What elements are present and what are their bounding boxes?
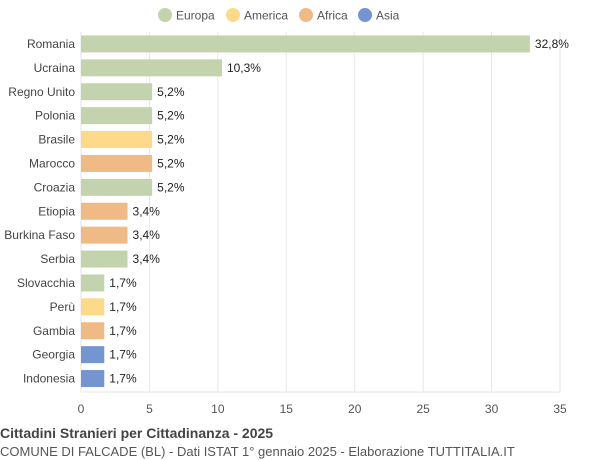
value-label-georgia: 1,7% [109,348,137,362]
bar-georgia [81,346,105,364]
value-label-burkina-faso: 3,4% [133,228,161,242]
x-tick-label-35: 35 [553,402,567,416]
category-label-etiopia: Etiopia [38,204,75,218]
value-label-croazia: 5,2% [157,180,185,194]
category-label-regno-unito: Regno Unito [8,85,75,99]
bar-peru [81,298,105,316]
legend-marker-asia [358,8,372,22]
bars [81,35,530,388]
value-label-brasile: 5,2% [157,133,185,147]
category-label-brasile: Brasile [38,133,75,147]
bar-gambia [81,322,105,340]
bar-regno-unito [81,83,153,101]
bar-chart: Europa America Africa Asia Romania Ucraina Re… [4,8,569,416]
x-tick-label-10: 10 [211,402,225,416]
bar-etiopia [81,202,128,220]
x-tick-label-15: 15 [280,402,294,416]
bar-brasile [81,131,153,149]
value-label-slovacchia: 1,7% [109,276,137,290]
value-label-polonia: 5,2% [157,109,185,123]
legend-marker-africa [299,8,313,22]
x-tick-label-20: 20 [348,402,362,416]
category-label-slovacchia: Slovacchia [17,276,75,290]
value-label-regno-unito: 5,2% [157,85,185,99]
value-label-marocco: 5,2% [157,156,185,170]
legend-marker-europa [158,8,172,22]
value-label-ucraina: 10,3% [227,61,261,75]
bar-serbia [81,250,128,268]
bar-ucraina [81,59,222,77]
bar-croazia [81,178,153,196]
legend-marker-america [226,8,240,22]
value-label-romania: 32,8% [535,37,569,51]
value-label-peru: 1,7% [109,300,137,314]
category-label-gambia: Gambia [33,324,75,338]
value-labels: 32,8% 10,3% 5,2% 5,2% 5,2% 5,2% 5,2% 3,4% 3,4% 3,… [109,37,569,386]
legend-label-america: America [244,9,288,23]
x-tick-label-30: 30 [485,402,499,416]
category-label-marocco: Marocco [29,156,75,170]
x-tick-label-0: 0 [78,402,85,416]
category-label-peru: Perù [50,300,75,314]
legend: Europa America Africa Asia [158,8,400,23]
category-label-serbia: Serbia [40,252,75,266]
category-label-burkina-faso: Burkina Faso [4,228,75,242]
category-label-ucraina: Ucraina [34,61,76,75]
chart-subtitle: COMUNE DI FALCADE (BL) - Dati ISTAT 1° g… [0,444,515,459]
value-label-etiopia: 3,4% [133,204,161,218]
category-label-polonia: Polonia [35,109,75,123]
bar-polonia [81,107,153,125]
category-label-indonesia: Indonesia [23,372,75,386]
bar-burkina-faso [81,226,128,244]
value-label-gambia: 1,7% [109,324,137,338]
x-tick-label-25: 25 [416,402,430,416]
bar-indonesia [81,370,105,388]
legend-label-africa: Africa [317,9,348,23]
x-tick-label-5: 5 [146,402,153,416]
value-label-serbia: 3,4% [133,252,161,266]
category-labels: Romania Ucraina Regno Unito Polonia Brasile M… [4,37,75,386]
legend-label-europa: Europa [176,9,215,23]
bar-marocco [81,154,153,172]
category-label-romania: Romania [27,37,75,51]
legend-label-asia: Asia [376,9,400,23]
bar-romania [81,35,530,53]
value-label-indonesia: 1,7% [109,372,137,386]
x-axis-ticks: 0 5 10 15 20 25 30 35 [78,402,567,416]
category-label-croazia: Croazia [34,180,76,194]
category-label-georgia: Georgia [32,348,75,362]
chart-title: Cittadini Stranieri per Cittadinanza - 2… [0,425,274,441]
bar-slovacchia [81,274,105,292]
